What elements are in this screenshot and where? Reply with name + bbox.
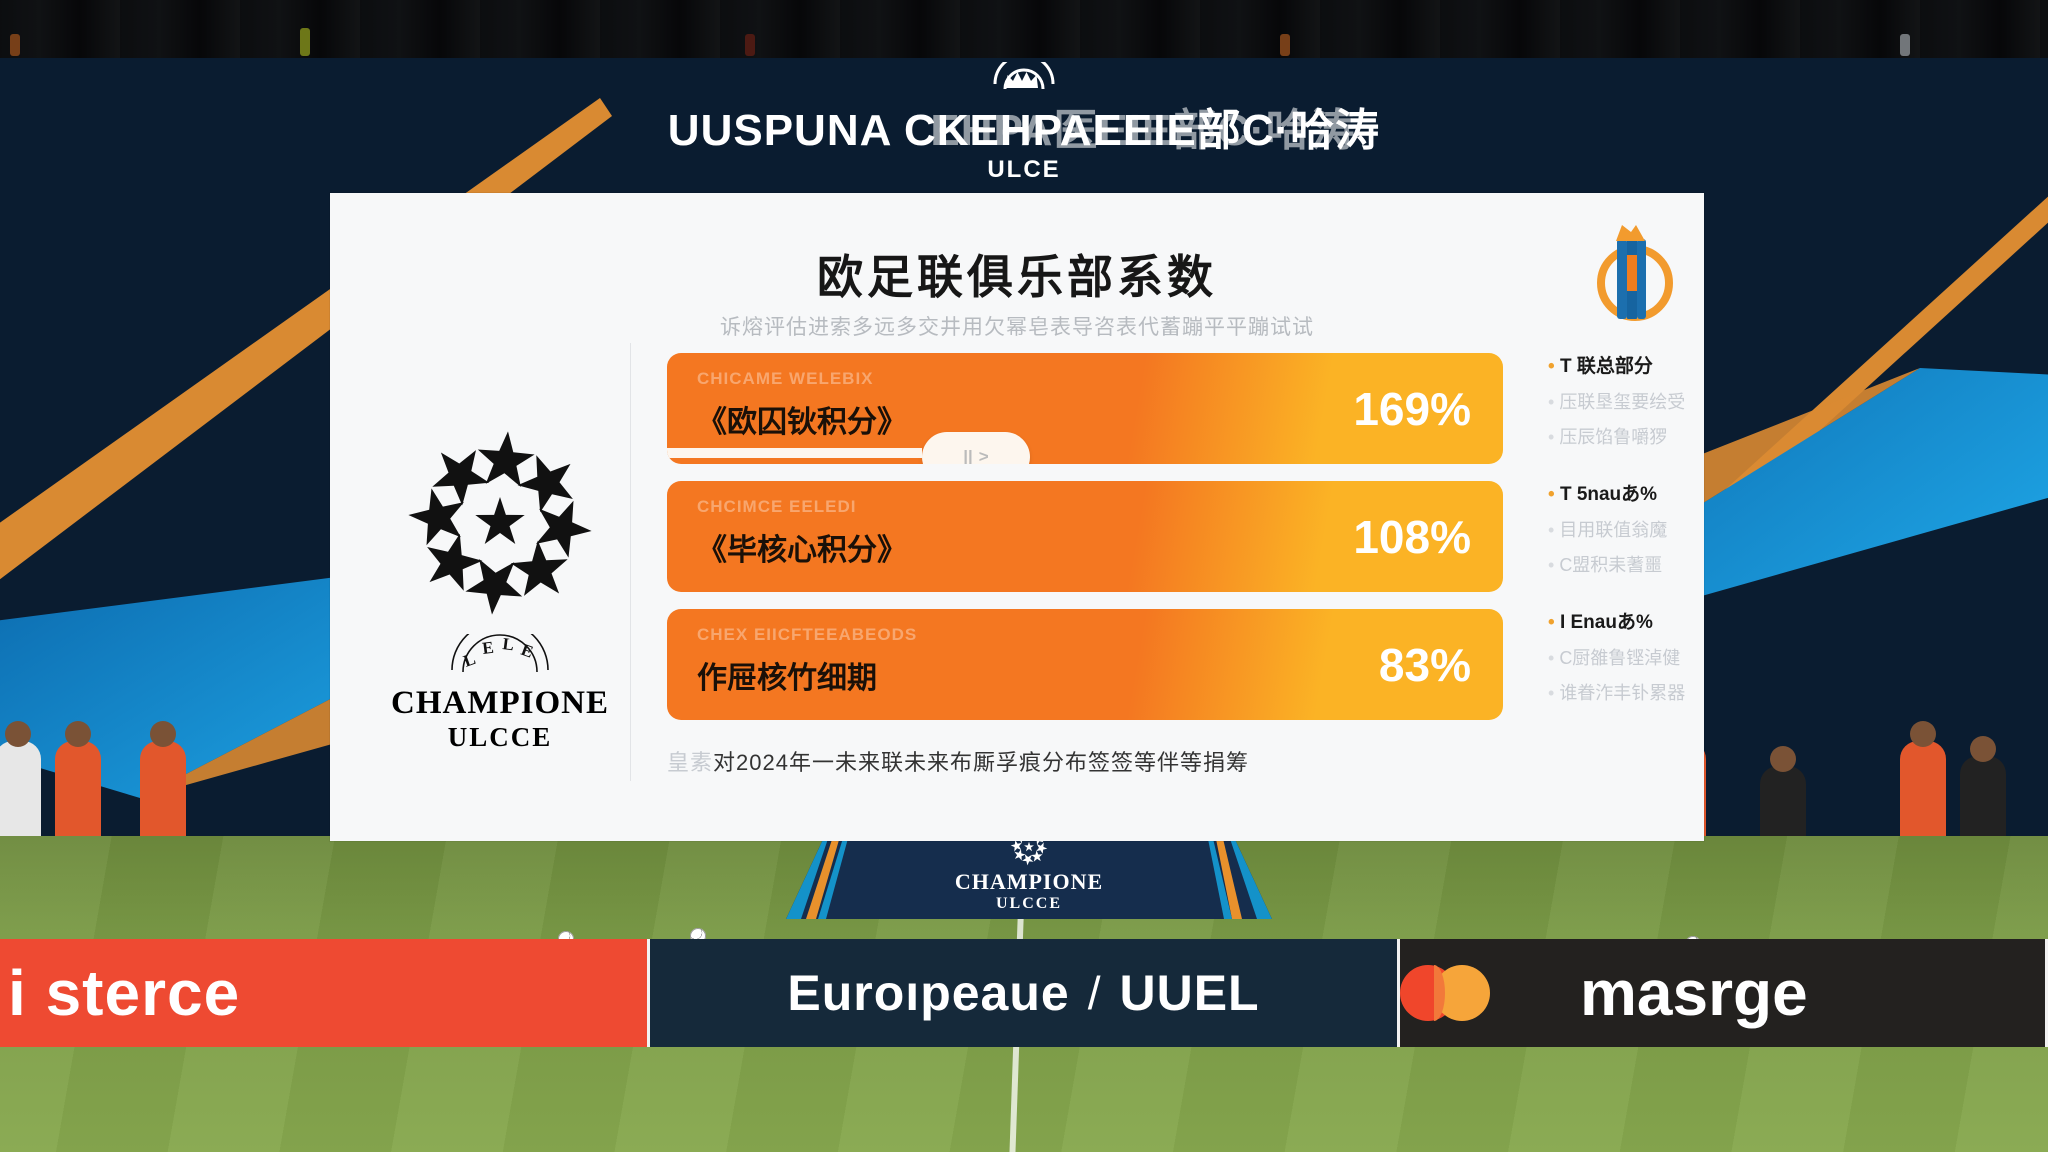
svg-text:E: E	[481, 638, 495, 658]
svg-text:E: E	[519, 640, 536, 662]
